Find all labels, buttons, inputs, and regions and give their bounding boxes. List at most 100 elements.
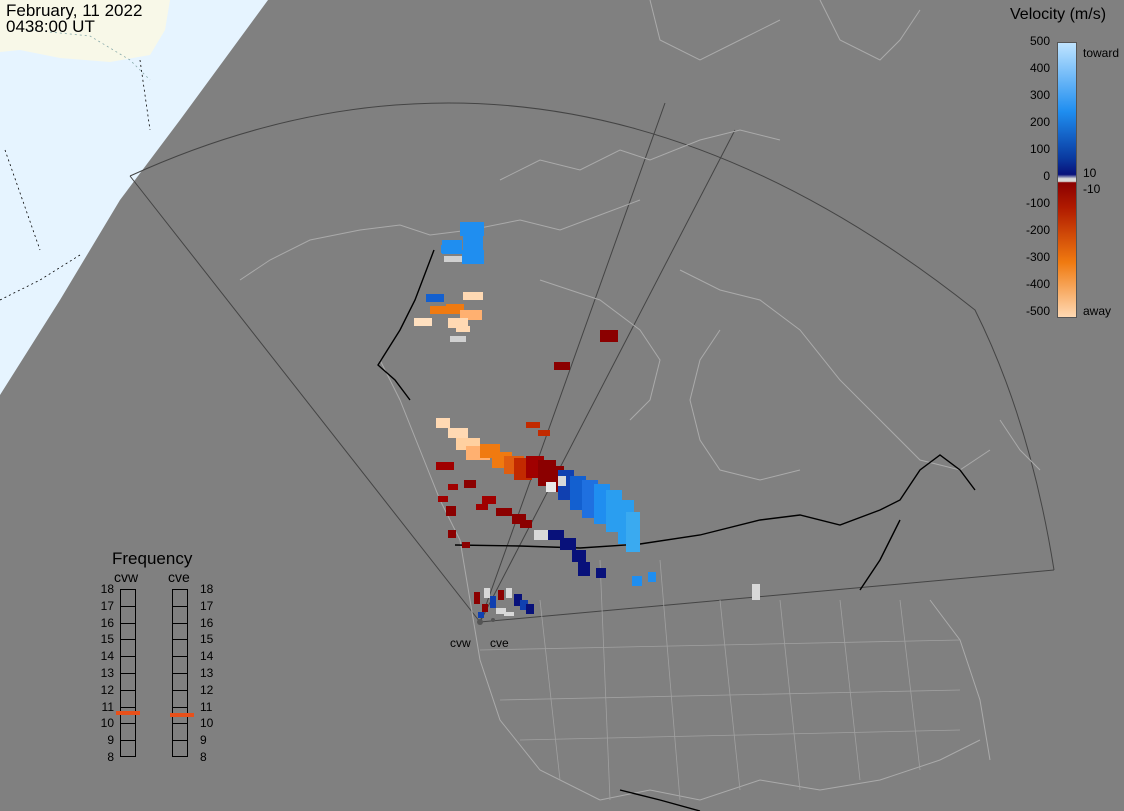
velocity-range-cell — [632, 576, 642, 586]
frequency-scale-label: 15 — [100, 632, 114, 647]
velocity-range-cell — [504, 612, 514, 616]
colorbar-tick-label: -500 — [1025, 304, 1050, 318]
velocity-range-cell — [456, 326, 470, 332]
frequency-cell-divider — [173, 740, 187, 742]
velocity-range-cell — [498, 590, 504, 600]
frequency-scale-label: 12 — [100, 682, 114, 697]
frequency-cell-divider — [173, 656, 187, 658]
velocity-range-cell — [476, 504, 488, 510]
frequency-scale-label: 10 — [200, 716, 214, 731]
frequency-scale-label: 11 — [101, 699, 114, 714]
frequency-scale-label: 16 — [200, 615, 214, 630]
frequency-marker-cve — [170, 713, 194, 717]
frequency-cell-divider — [121, 706, 135, 708]
velocity-range-cell — [490, 596, 496, 608]
frequency-scale-label: 13 — [200, 666, 214, 680]
velocity-range-cell — [436, 462, 454, 470]
velocity-range-cell — [446, 506, 456, 516]
velocity-range-cell — [448, 484, 458, 490]
velocity-range-cell — [478, 612, 484, 618]
velocity-range-cell — [520, 520, 532, 528]
frequency-scale-label: 9 — [107, 733, 114, 748]
frequency-scale-label: 17 — [200, 598, 214, 613]
velocity-range-cell — [538, 430, 550, 436]
frequency-scale-label: 12 — [200, 682, 214, 697]
velocity-range-cell — [626, 512, 640, 552]
velocity-range-cell — [444, 256, 462, 262]
frequency-scale-label: 14 — [200, 649, 214, 664]
frequency-cell-divider — [121, 723, 135, 725]
frequency-bar-cve — [172, 589, 188, 757]
legend-pos-threshold: 10 — [1083, 166, 1097, 180]
frequency-scale-label: 13 — [100, 666, 114, 680]
velocity-range-cell — [512, 514, 526, 524]
colorbar-tick-label: -300 — [1025, 250, 1050, 264]
frequency-cell-divider — [121, 639, 135, 641]
velocity-range-cell — [554, 362, 570, 370]
velocity-colorbar — [1057, 42, 1077, 318]
velocity-range-cell — [430, 306, 446, 314]
velocity-range-cell — [526, 604, 534, 614]
frequency-cell-divider — [121, 656, 135, 658]
velocity-range-cell — [560, 538, 576, 550]
frequency-scale-label: 15 — [200, 632, 214, 647]
velocity-range-cell — [558, 476, 566, 486]
frequency-scale-label: 14 — [100, 649, 114, 664]
frequency-scale-label: 8 — [107, 750, 114, 764]
velocity-range-cell — [448, 318, 468, 328]
frequency-scale-label: 10 — [100, 716, 114, 731]
frequency-scale-label: 11 — [200, 699, 213, 714]
velocity-range-cell — [462, 250, 484, 264]
velocity-range-cell — [448, 428, 468, 438]
velocity-range-cell — [578, 562, 590, 576]
velocity-range-cell — [484, 588, 490, 598]
frequency-cell-divider — [121, 673, 135, 674]
velocity-range-cell — [414, 318, 432, 326]
legend-toward-label: toward — [1083, 46, 1120, 60]
velocity-range-cell — [520, 600, 528, 610]
frequency-scale-label: 18 — [100, 582, 114, 596]
velocity-echoes — [414, 222, 760, 618]
colorbar-tick-label: 100 — [1029, 142, 1050, 156]
daylight-region — [0, 0, 268, 395]
country-borders — [377, 249, 976, 811]
velocity-range-cell — [482, 496, 496, 504]
velocity-range-cell — [534, 530, 548, 540]
colorbar-tick-label: -400 — [1025, 277, 1050, 291]
frequency-cell-divider — [173, 639, 187, 641]
velocity-range-cell — [546, 482, 556, 492]
velocity-range-cell — [463, 236, 483, 250]
velocity-range-cell — [572, 550, 586, 562]
site-marker-cvw — [477, 619, 483, 625]
legend-title: Velocity (m/s) — [1010, 6, 1107, 23]
velocity-range-cell — [463, 292, 483, 300]
legend-neg-threshold: -10 — [1083, 182, 1101, 196]
frequency-bar-cvw — [120, 589, 136, 757]
velocity-range-cell — [482, 604, 488, 612]
velocity-range-cell — [464, 480, 476, 488]
state-boundaries — [479, 559, 961, 801]
velocity-range-cell — [514, 594, 522, 606]
frequency-cell-divider — [173, 605, 187, 607]
frequency-cell-divider — [121, 622, 135, 624]
frequency-scale-label: 18 — [200, 582, 214, 596]
frequency-scale-label: 8 — [200, 750, 207, 764]
velocity-range-cell — [648, 572, 656, 582]
frequency-cell-divider — [173, 622, 187, 624]
colorbar-tick-label: 200 — [1029, 115, 1050, 129]
frequency-cell-divider — [121, 605, 135, 607]
frequency-cell-divider — [173, 689, 187, 691]
colorbar-tick-label: -200 — [1025, 223, 1050, 237]
date-label: February, 11 2022 — [6, 1, 143, 20]
frequency-scale-label: 16 — [100, 615, 114, 630]
velocity-range-cell — [526, 422, 540, 428]
freq-radar-label-cve: cve — [168, 569, 190, 585]
velocity-range-cell — [496, 508, 512, 516]
velocity-range-cell — [450, 336, 466, 342]
velocity-range-cell — [596, 568, 606, 578]
frequency-title: Frequency — [112, 549, 193, 568]
colorbar-tick-label: 400 — [1029, 61, 1050, 75]
velocity-range-cell — [460, 222, 484, 236]
velocity-range-cell — [752, 584, 760, 600]
